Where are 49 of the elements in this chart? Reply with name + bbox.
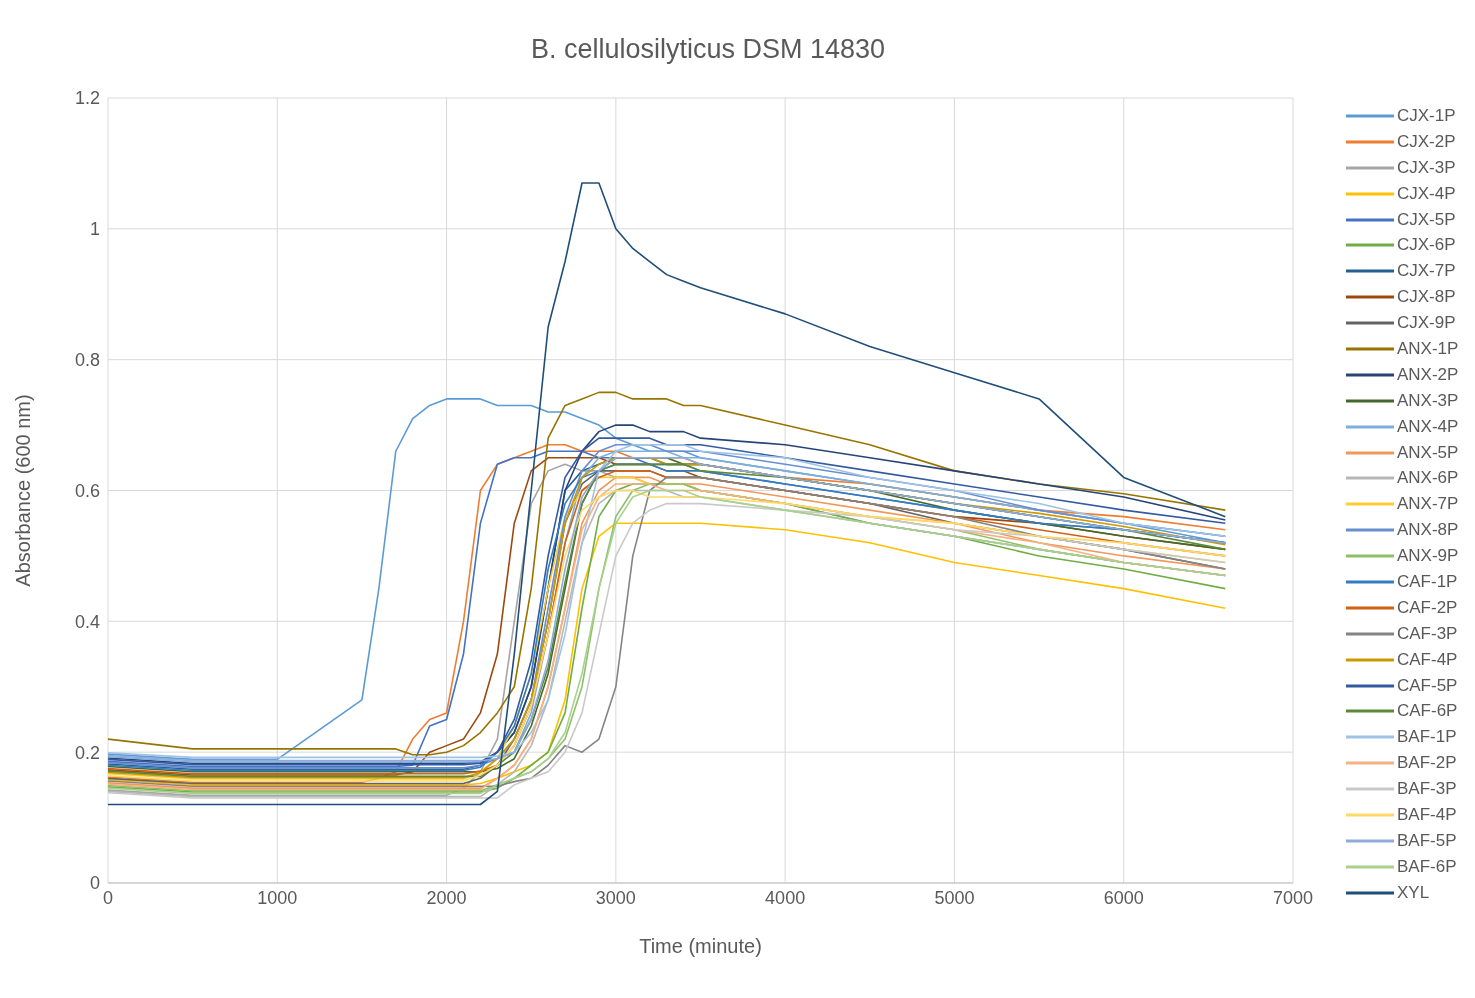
legend-label: BAF-6P [1397,856,1457,877]
legend-label: CAF-5P [1397,675,1458,696]
legend-label: ANX-2P [1397,364,1459,385]
legend-label: ANX-3P [1397,390,1459,411]
y-tick-label: 0.6 [74,480,100,501]
chart-title: B. cellulosilyticus DSM 14830 [529,34,887,65]
x-tick-label: 5000 [934,887,975,908]
legend-label: ANX-1P [1397,338,1459,359]
legend-label: CJX-6P [1397,235,1456,256]
y-axis-title: Absorbance (600 nm) [12,394,35,587]
legend-label: BAF-5P [1397,830,1457,851]
legend-label: BAF-3P [1397,779,1457,800]
legend-label: BAF-4P [1397,804,1457,825]
legend-label: ANX-9P [1397,546,1459,567]
x-tick-label: 0 [102,887,114,908]
legend-label: ANX-7P [1397,494,1459,515]
y-tick-label: 0.4 [74,611,100,632]
legend-label: CJX-4P [1397,183,1456,204]
y-tick-label: 1.2 [74,88,100,109]
legend-label: CAF-2P [1397,597,1458,618]
legend-label: CJX-2P [1397,131,1456,152]
legend-label: CJX-9P [1397,313,1456,334]
y-tick-label: 0.8 [74,350,100,371]
legend-label: ANX-5P [1397,442,1459,463]
x-tick-label: 6000 [1103,887,1144,908]
legend-label: CAF-4P [1397,649,1458,670]
x-tick-label: 1000 [257,887,298,908]
y-tick-label: 1 [89,219,100,240]
legend-label: CAF-6P [1397,701,1458,722]
legend-label: ANX-6P [1397,468,1459,489]
legend-label: XYL [1397,882,1430,903]
legend-label: CJX-7P [1397,261,1456,282]
x-tick-label: 3000 [595,887,636,908]
x-tick-label: 7000 [1272,887,1314,908]
y-tick-label: 0 [89,873,100,894]
x-tick-label: 2000 [426,887,467,908]
legend-label: BAF-2P [1397,753,1457,774]
legend-label: CAF-1P [1397,571,1458,592]
x-axis-title: Time (minute) [639,935,762,957]
y-tick-label: 0.2 [74,742,100,763]
legend-label: CJX-3P [1397,157,1456,178]
legend-label: CJX-1P [1397,105,1456,126]
legend-label: CJX-5P [1397,209,1456,230]
legend-label: CJX-8P [1397,287,1456,308]
x-tick-label: 4000 [765,887,806,908]
legend-label: CAF-3P [1397,623,1458,644]
legend-label: ANX-8P [1397,520,1459,541]
legend-label: ANX-4P [1397,416,1459,437]
legend-label: BAF-1P [1397,727,1457,748]
